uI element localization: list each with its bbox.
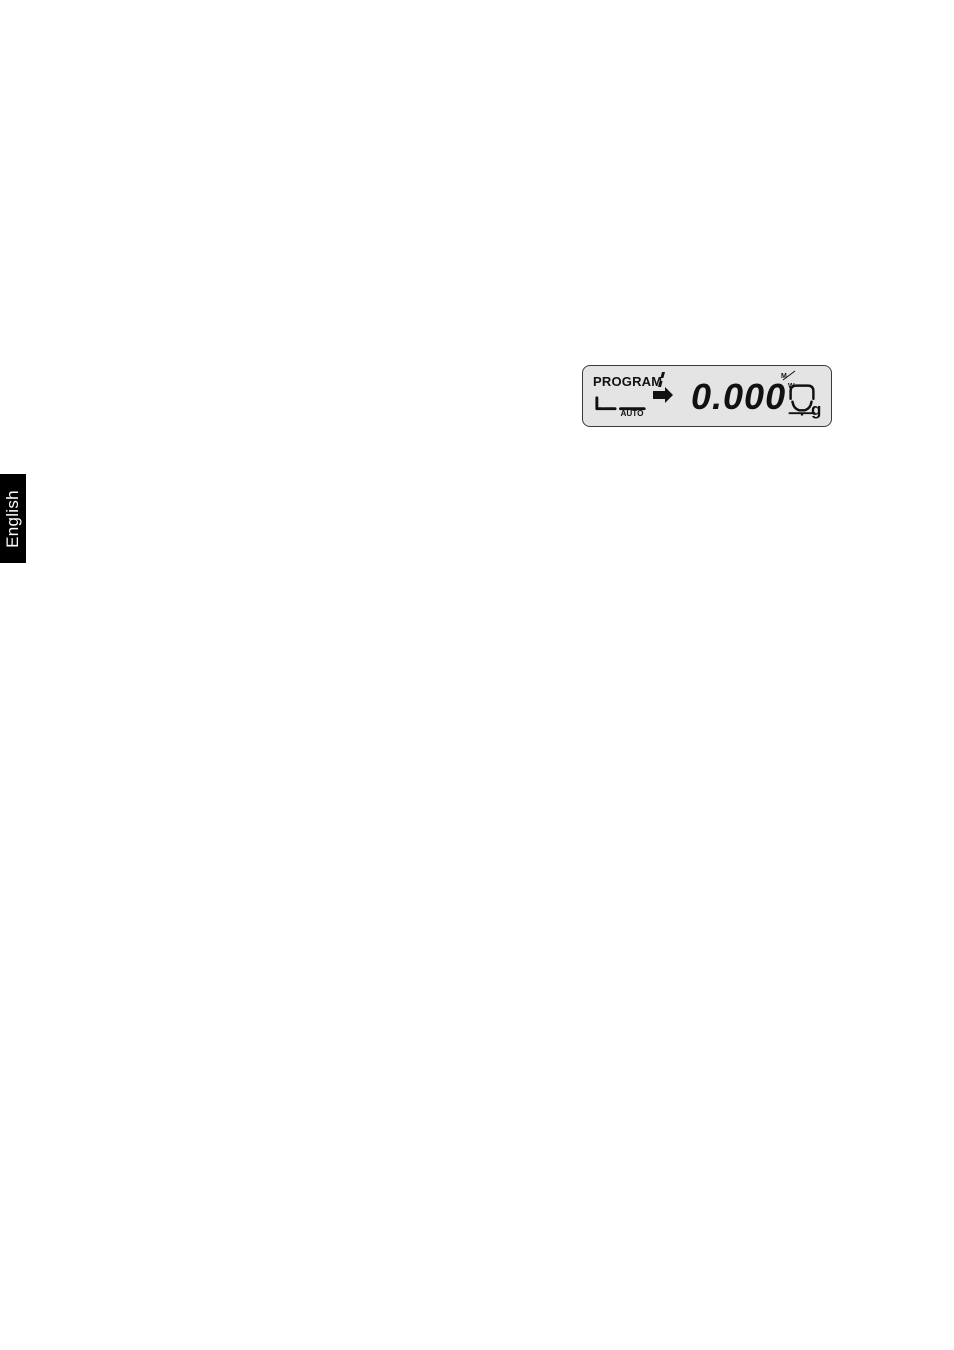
svg-text:AUTO: AUTO (621, 409, 645, 416)
